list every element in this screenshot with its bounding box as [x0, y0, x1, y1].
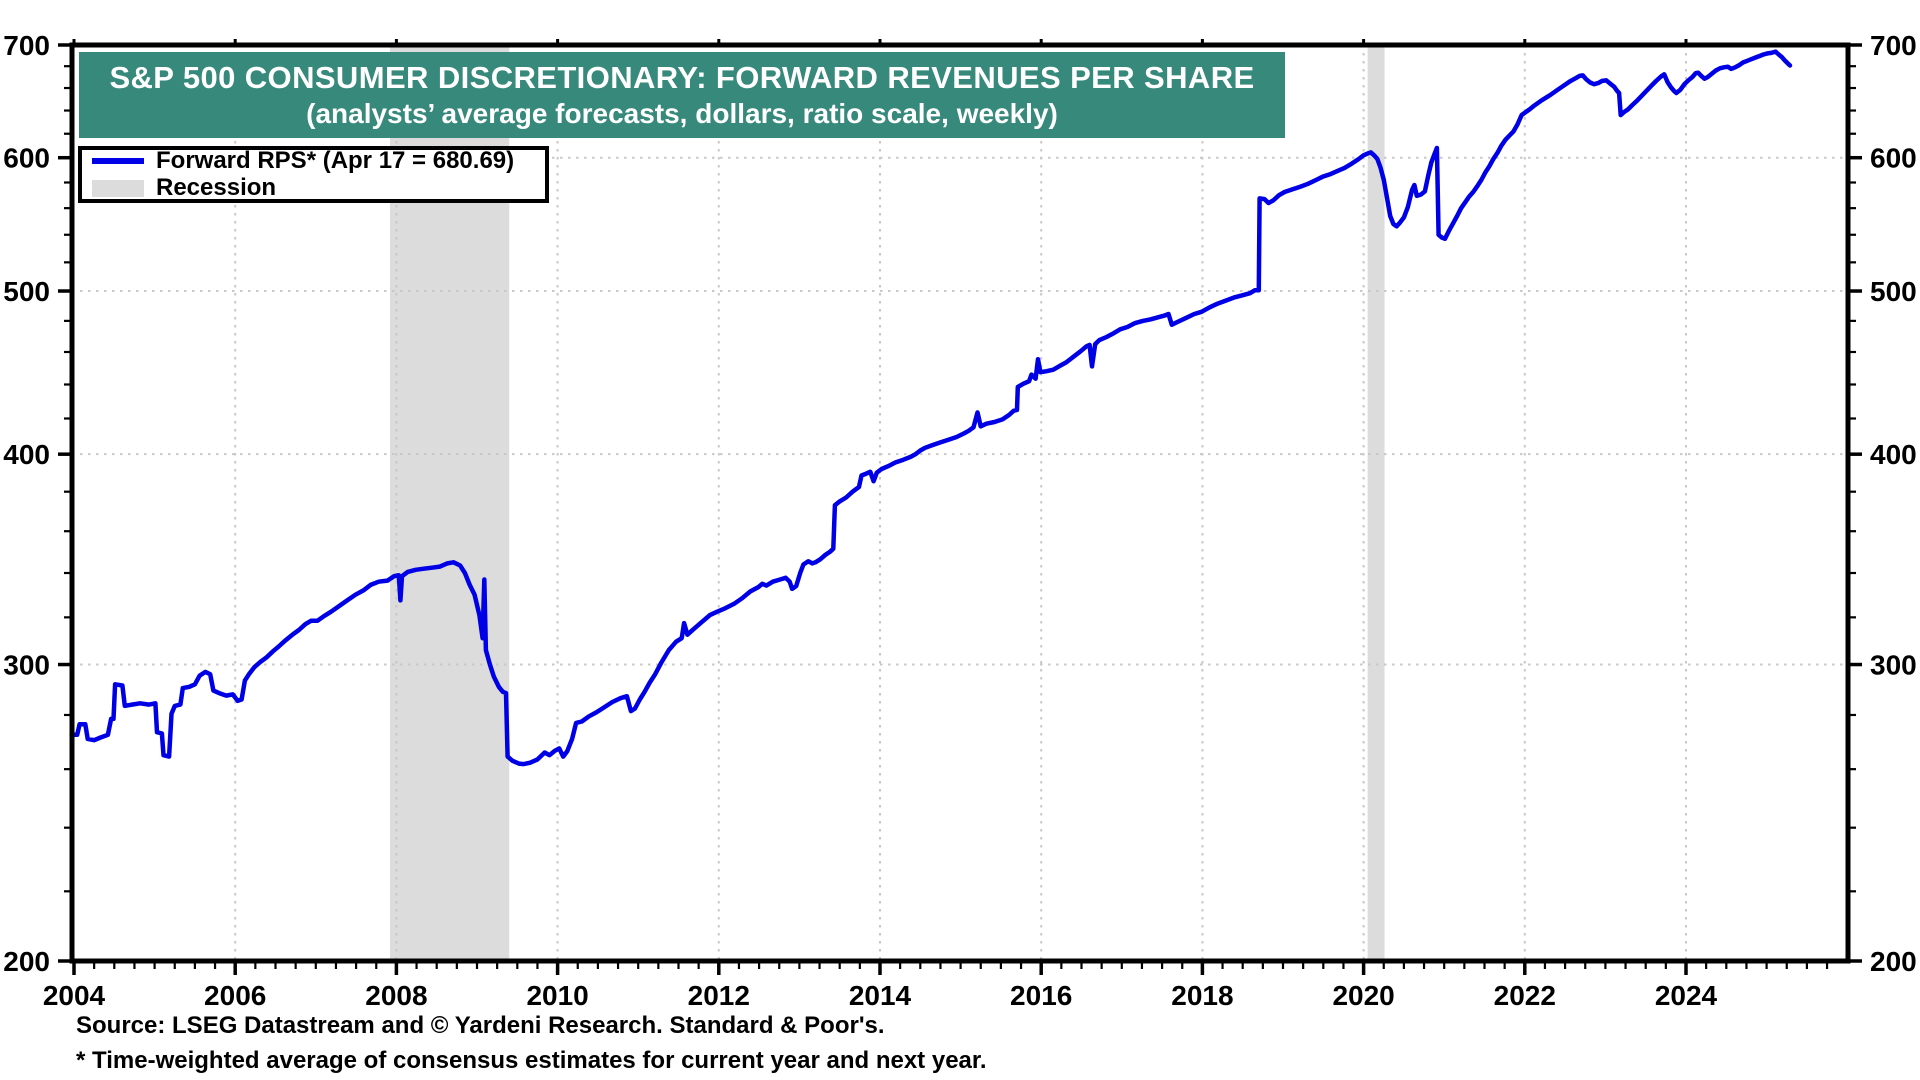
title-banner: S&P 500 CONSUMER DISCRETIONARY: FORWARD …: [79, 52, 1285, 138]
y-axis-label-left: 300: [3, 650, 50, 681]
series-legend-label: Forward RPS* (Apr 17 = 680.69): [156, 147, 515, 174]
footnote: * Time-weighted average of consensus est…: [76, 1047, 987, 1074]
plot-frame: [69, 42, 1851, 964]
series-line-swatch: [92, 158, 144, 164]
legend-box: Forward RPS* (Apr 17 = 680.69) Recession: [78, 146, 549, 203]
source-note: Source: LSEG Datastream and © Yardeni Re…: [76, 1012, 885, 1039]
legend-row-recession: Recession: [82, 174, 545, 201]
recession-legend-label: Recession: [156, 174, 277, 201]
y-axis-label-left: 400: [3, 439, 50, 470]
x-axis-label: 2006: [204, 980, 266, 1011]
y-axis-label-left: 200: [3, 946, 50, 977]
y-axis-label-left: 500: [3, 276, 50, 307]
y-axis-label-right: 300: [1870, 650, 1917, 681]
y-axis-label-left: 600: [3, 143, 50, 174]
x-axis-label: 2008: [365, 980, 427, 1011]
y-axis-label-left: 700: [3, 30, 50, 61]
x-axis-label: 2016: [1010, 980, 1072, 1011]
y-axis-label-right: 400: [1870, 439, 1917, 470]
forward-rps-line: [69, 49, 1793, 767]
x-axis-label: 2018: [1171, 980, 1233, 1011]
y-axis-label-right: 700: [1870, 30, 1917, 61]
chart-title: S&P 500 CONSUMER DISCRETIONARY: FORWARD …: [109, 60, 1255, 96]
x-axis-label: 2020: [1332, 980, 1394, 1011]
chart-subtitle: (analysts’ average forecasts, dollars, r…: [306, 97, 1058, 129]
x-axis-label: 2024: [1655, 980, 1718, 1011]
recession-band: [1367, 45, 1385, 961]
x-axis-label: 2012: [688, 980, 750, 1011]
legend-row-series: Forward RPS* (Apr 17 = 680.69): [82, 147, 545, 174]
x-axis-label: 2022: [1494, 980, 1556, 1011]
x-axis-label: 2014: [849, 980, 912, 1011]
y-axis-label-right: 600: [1870, 143, 1917, 174]
y-axis-label-right: 200: [1870, 946, 1917, 977]
x-axis-label: 2010: [526, 980, 588, 1011]
y-axis-label-right: 500: [1870, 276, 1917, 307]
recession-swatch: [92, 179, 144, 197]
x-axis-label: 2004: [43, 980, 106, 1011]
